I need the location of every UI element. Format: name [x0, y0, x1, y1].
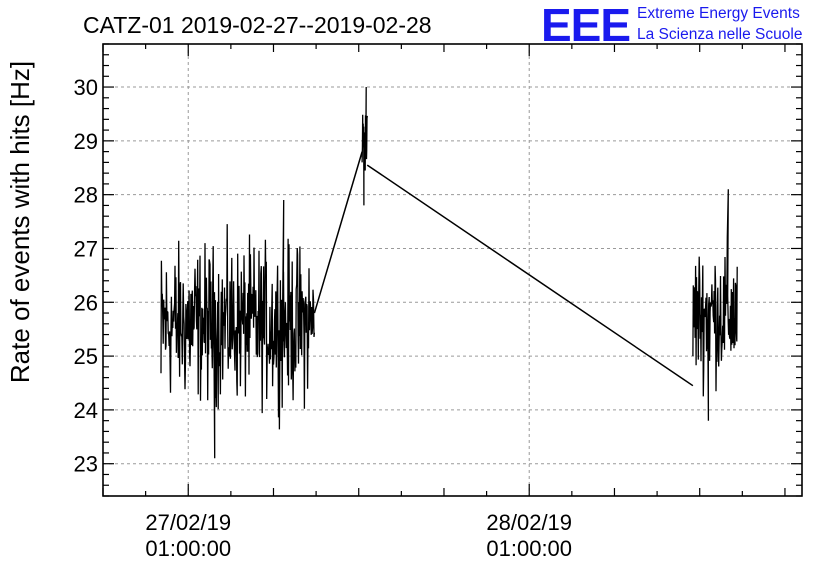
chart-title: CATZ-01 2019-02-27--2019-02-28	[83, 12, 432, 38]
plot-frame	[102, 43, 803, 497]
y-tick-label: 28	[74, 183, 98, 208]
logo-letters: EEE	[541, 0, 630, 51]
x-tick-label: 28/02/19	[486, 510, 572, 535]
y-tick-label: 30	[74, 75, 98, 100]
x-tick-label: 27/02/19	[145, 510, 231, 535]
eee-logo: EEE Extreme Energy Events La Scienza nel…	[541, 0, 802, 51]
data-gap-connector-2	[366, 164, 694, 387]
x-tick-label: 01:00:00	[145, 536, 231, 561]
grid-lines	[103, 44, 802, 496]
data-segment-2	[361, 86, 368, 206]
y-tick-label: 25	[74, 344, 98, 369]
data-gap-connector-1	[313, 151, 363, 314]
axis-ticks	[102, 43, 802, 497]
x-tick-label: 01:00:00	[486, 536, 572, 561]
y-tick-label: 26	[74, 290, 98, 315]
logo-line2: La Scienza nelle Scuole	[637, 26, 802, 43]
data-series	[160, 86, 738, 459]
y-tick-label: 29	[74, 129, 98, 154]
logo-line1: Extreme Energy Events	[637, 5, 800, 22]
y-axis-label: Rate of events with hits [Hz]	[5, 61, 35, 383]
y-tick-labels: 23 24 25 26 27 28 29 30	[74, 75, 98, 477]
data-segment-1	[160, 199, 316, 459]
y-tick-label: 27	[74, 236, 98, 261]
y-tick-label: 23	[74, 452, 98, 477]
data-segment-3	[692, 189, 738, 421]
y-tick-label: 24	[74, 398, 98, 423]
